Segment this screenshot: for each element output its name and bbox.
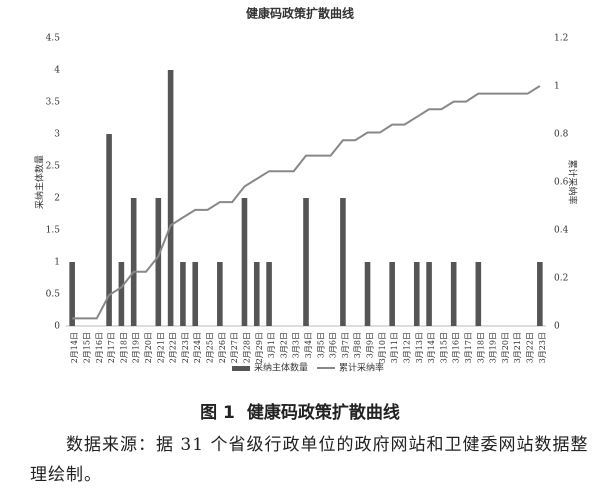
- legend-swatch: [232, 366, 250, 371]
- y-axis-title: 采纳主体数量: [34, 155, 46, 209]
- y-tick-label: 2.5: [46, 162, 61, 172]
- x-tick-label: 3月8日: [353, 332, 362, 358]
- x-tick-label: 2月19日: [132, 332, 141, 363]
- y-tick-label: 4.5: [46, 34, 61, 44]
- bar: [389, 262, 395, 326]
- y-tick-label: 2: [54, 194, 60, 204]
- x-tick-label: 3月22日: [526, 332, 535, 363]
- x-tick-label: 3月13日: [415, 332, 424, 363]
- x-tick-label: 3月6日: [329, 332, 338, 358]
- bar: [303, 198, 309, 326]
- bar: [253, 262, 260, 326]
- x-tick-label: 3月2日: [279, 332, 288, 358]
- bar: [364, 262, 371, 326]
- x-tick-label: 3月15日: [439, 332, 448, 363]
- y2-tick-label: 0.2: [554, 274, 568, 284]
- caption-title: 健康码政策扩散曲线: [246, 403, 400, 423]
- x-tick-label: 3月7日: [341, 332, 350, 358]
- x-tick-label: 2月28日: [242, 332, 251, 363]
- bar: [180, 262, 186, 326]
- legend-label: 采纳主体数量: [254, 362, 308, 374]
- x-tick-label: 2月17日: [107, 332, 116, 363]
- chart-title: 健康码政策扩散曲线: [246, 6, 354, 21]
- bar: [426, 262, 432, 326]
- x-tick-label: 3月5日: [316, 332, 325, 358]
- x-tick-label: 3月17日: [464, 332, 473, 363]
- x-tick-label: 3月23日: [538, 332, 547, 363]
- y2-axis-title: 累计采纳率: [567, 159, 579, 204]
- figure-caption: 图 1 健康码政策扩散曲线: [0, 398, 600, 423]
- y-tick-label: 3: [54, 130, 60, 140]
- y2-tick-label: 1: [554, 82, 560, 92]
- x-tick-label: 2月20日: [144, 332, 153, 363]
- x-tick-label: 3月21日: [513, 332, 522, 363]
- x-tick-label: 2月22日: [169, 332, 178, 363]
- bar: [475, 262, 482, 326]
- y2-tick-label: 0.4: [554, 226, 569, 236]
- x-tick-label: 2月26日: [218, 332, 227, 363]
- x-tick-label: 2月23日: [181, 332, 190, 363]
- bar: [241, 198, 248, 326]
- x-tick-label: 3月11日: [390, 332, 399, 363]
- y-tick-label: 4: [54, 66, 60, 76]
- x-tick-label: 3月16日: [452, 332, 461, 363]
- source-note: 数据来源：据 31 个省级行政单位的政府网站和卫健委网站数据整理绘制。: [30, 435, 589, 485]
- x-tick-label: 3月1日: [267, 332, 276, 358]
- y2-tick-label: 0: [554, 322, 560, 332]
- x-tick-label: 2月24日: [193, 332, 202, 363]
- bar: [155, 198, 162, 326]
- y2-tick-label: 0.6: [554, 178, 569, 188]
- y2-tick-label: 0.8: [554, 130, 569, 140]
- x-tick-label: 2月21日: [156, 332, 165, 363]
- bar: [130, 198, 137, 326]
- x-tick-label: 2月27日: [230, 332, 239, 363]
- bar: [450, 262, 457, 326]
- bar: [340, 198, 346, 326]
- x-tick-label: 3月4日: [304, 332, 313, 358]
- line: [72, 85, 541, 320]
- x-tick-label: 3月12日: [402, 332, 411, 363]
- y-tick-label: 1.5: [46, 226, 61, 236]
- y2-tick-label: 1.2: [554, 34, 568, 44]
- y-tick-label: 0.5: [46, 290, 61, 300]
- bar: [413, 262, 420, 326]
- x-tick-label: 2月16日: [95, 332, 104, 363]
- x-tick-label: 3月3日: [292, 332, 301, 358]
- bar: [106, 134, 112, 326]
- y-tick-label: 3.5: [46, 98, 61, 108]
- chart: 健康码政策扩散曲线 采纳主体数量 累计采纳率 0 0.5 1 1.5 2 2.5 3 3.5 4…: [34, 6, 579, 374]
- bar: [537, 262, 543, 326]
- y-tick-label: 0: [54, 322, 60, 332]
- bar: [69, 262, 75, 326]
- x-tick-label: 3月14日: [427, 332, 436, 363]
- x-tick-label: 2月18日: [119, 332, 128, 363]
- x-tick-label: 3月9日: [366, 332, 375, 358]
- x-tick-label: 3月18日: [476, 332, 485, 363]
- x-tick-label: 3月10日: [378, 332, 387, 363]
- bar: [217, 262, 223, 326]
- legend-label: 累计采纳率: [339, 362, 384, 374]
- x-tick-label: 2月15日: [82, 332, 91, 363]
- bar: [167, 70, 174, 326]
- x-tick-label: 3月19日: [489, 332, 498, 363]
- x-tick-label: 3月20日: [501, 332, 510, 363]
- bar: [266, 262, 272, 326]
- x-tick-label: 2月29日: [255, 332, 264, 363]
- y-tick-label: 1: [54, 258, 60, 268]
- caption-label: 图 1: [200, 403, 235, 423]
- x-tick-label: 2月25日: [206, 332, 215, 363]
- bar: [118, 262, 125, 326]
- bar: [192, 262, 199, 326]
- x-tick-label: 2月14日: [70, 332, 79, 363]
